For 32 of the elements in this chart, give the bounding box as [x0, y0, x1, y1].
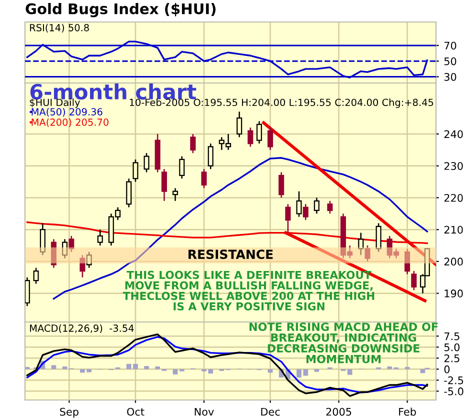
annotation: NOTE RISING MACD AHEAD OF BREAKOUT, INDICATING DECREASING DOWNSIDE MOMENTUM [250, 322, 438, 364]
y-tick-label: 30 [444, 72, 456, 81]
x-tick-label: Dec [261, 408, 280, 416]
y-tick-label: 220 [444, 194, 463, 202]
annotation: 6-month chart [30, 83, 196, 100]
y-tick-label: 50 [444, 57, 456, 66]
y-tick-label: 240 [444, 130, 463, 138]
legend-label: MA(50) 209.36 [32, 108, 102, 117]
annotation: RSI(14) 50.8 [30, 24, 89, 32]
y-tick-label: 210 [444, 226, 463, 234]
y-tick-label: 2.5 [444, 354, 460, 362]
y-tick-label: 5.0 [444, 343, 460, 352]
legend-label: MA(200) 205.70 [32, 118, 108, 128]
y-tick-label: 200 [444, 258, 463, 266]
x-tick-label: 2005 [326, 408, 352, 416]
chart-title: Gold Bugs Index ($HUI) [26, 3, 216, 18]
y-tick-label: 7.5 [444, 332, 460, 340]
y-tick-label: 70 [444, 42, 456, 50]
y-tick-label: 190 [444, 290, 463, 298]
annotation: 10-Feb-2005 O:195.55 H:204.00 L:195.55 C:204.00 Chg:+8.45 [130, 98, 434, 108]
band-label: RESISTANCE [188, 250, 273, 260]
x-tick-label: Sep [60, 408, 78, 418]
y-tick-label: 0 [444, 365, 450, 374]
x-tick-label: Oct [127, 408, 144, 416]
annotation: THIS LOOKS LIKE A DEFINITE BREAKOUT MOVE FROM A BULLISH FALLING WEDGE, THECLOSE WELL ABOVE 200 AT THE HIGH IS A VERY POSITIVE SIGN [122, 270, 374, 310]
annotation: $HUI Daily [30, 98, 80, 108]
x-tick-label: Feb [399, 408, 416, 416]
y-tick-label: -5.0 [444, 387, 464, 396]
x-tick-label: Nov [194, 408, 214, 416]
y-tick-label: 230 [444, 162, 463, 170]
y-tick-label: -2.5 [444, 376, 464, 384]
annotation: MACD(12,26,9) -3.54 [30, 324, 134, 334]
